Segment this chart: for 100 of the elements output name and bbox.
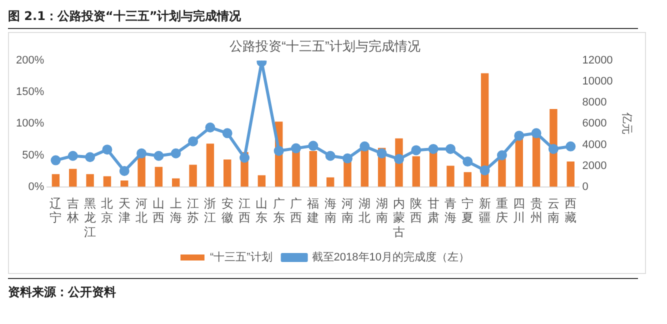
y-tick-label: 150% [16, 86, 44, 98]
x-tick-label: 重庆 [496, 196, 508, 225]
bar [326, 177, 334, 187]
point [222, 128, 232, 138]
x-tick-label: 河北 [136, 196, 148, 225]
x-tick-label: 辽宁 [50, 196, 62, 225]
x-tick-label: 北京 [101, 196, 114, 225]
text: 资料来源：公开资料 [8, 284, 116, 301]
point [119, 166, 130, 176]
bar [464, 172, 472, 187]
point [342, 153, 352, 164]
x-tick-label: 湖北 [358, 196, 371, 225]
point [548, 144, 558, 154]
bar [69, 168, 77, 187]
bar [52, 174, 60, 187]
y-tick-label: 100% [16, 118, 44, 130]
bar [258, 175, 266, 187]
x-tick-label: 陕西 [410, 196, 422, 225]
x-tick-label: 内蒙古 [392, 196, 405, 240]
x-tick-label: 广西 [290, 196, 302, 225]
x-tick-label: 湖南 [376, 196, 388, 225]
x-tick-label: 西藏 [564, 196, 577, 225]
x-tick-label: 山东 [256, 196, 268, 225]
bar [412, 156, 420, 187]
x-tick-label: 贵州 [530, 196, 542, 225]
x-tick-label: 福建 [306, 196, 320, 225]
point [308, 140, 318, 151]
bar [360, 148, 369, 187]
bar [566, 162, 574, 187]
x-tick-label: 上海 [170, 196, 182, 225]
bar [206, 144, 214, 187]
y2-tick-label: 2000 [582, 160, 607, 172]
x-tick-label: 新疆 [478, 196, 491, 225]
y2-tick-label: 0 [582, 180, 588, 193]
y2-tick-label: 10000 [582, 76, 613, 88]
x-tick-label: 云南 [547, 196, 560, 225]
point [566, 141, 576, 152]
point [85, 152, 96, 162]
point [445, 144, 456, 154]
bar [86, 174, 94, 187]
x-tick-label: 甘肃 [427, 196, 440, 225]
x-tick-label: 黑龙江 [84, 196, 96, 240]
x-tick-label: 宁夏 [462, 196, 474, 225]
point [188, 136, 198, 146]
bar [172, 178, 180, 187]
bar [532, 134, 540, 187]
bar [223, 159, 232, 187]
x-tick-label: 浙江 [204, 196, 216, 225]
point [291, 143, 302, 154]
point [154, 150, 164, 161]
point [205, 122, 216, 132]
x-tick-label: 江苏 [187, 196, 200, 225]
y2-tick-label: 8000 [582, 96, 607, 109]
x-tick-label: 天津 [118, 196, 130, 225]
x-tick-label: 海南 [324, 196, 336, 225]
y2-tick-label: 6000 [582, 118, 607, 130]
legend-label: “十三五”计划 [210, 250, 272, 264]
point [411, 145, 422, 156]
x-tick-label: 江西 [238, 196, 251, 225]
point [325, 150, 336, 161]
x-tick-label: 广东 [272, 196, 285, 225]
x-tick-label: 吉林 [66, 196, 79, 225]
point [480, 165, 490, 176]
point [462, 156, 473, 167]
point [360, 141, 370, 152]
point [376, 148, 387, 158]
y-tick-label: 0% [28, 180, 44, 193]
point [240, 152, 250, 163]
y2-tick-label: 12000 [582, 54, 613, 67]
point [102, 144, 112, 155]
point [428, 144, 438, 154]
caption: 图 2.1：公路投资“十三五”计划与完成情况 [8, 8, 242, 25]
x-tick-label: 山西 [152, 196, 165, 225]
x-tick-label: 河南 [342, 196, 354, 225]
x-tick-label: 四川 [513, 196, 526, 225]
y2-tick-label: 4000 [582, 138, 607, 151]
legend-label: 截至2018年10月的完成度（左） [312, 250, 470, 264]
point [394, 154, 404, 164]
bar [120, 180, 128, 187]
point [514, 130, 524, 141]
point [136, 148, 147, 158]
point [68, 150, 78, 161]
x-tick-label: 青海 [444, 196, 456, 225]
chart-title: 公路投资“十三五”计划与完成情况 [230, 38, 420, 54]
bar [189, 164, 197, 187]
x-tick-label: 安徽 [221, 196, 234, 225]
bar [292, 150, 300, 187]
point [274, 146, 284, 156]
y-tick-label: 200% [16, 54, 44, 67]
y2-axis-title: 亿元 [620, 112, 632, 135]
bar [498, 158, 506, 187]
point [496, 150, 507, 160]
bar [103, 176, 112, 187]
point [50, 155, 61, 166]
point [170, 148, 181, 158]
point [531, 128, 542, 138]
bar [446, 166, 454, 187]
y-tick-label: 50% [22, 149, 44, 162]
bar [154, 166, 163, 187]
bar [309, 151, 318, 187]
